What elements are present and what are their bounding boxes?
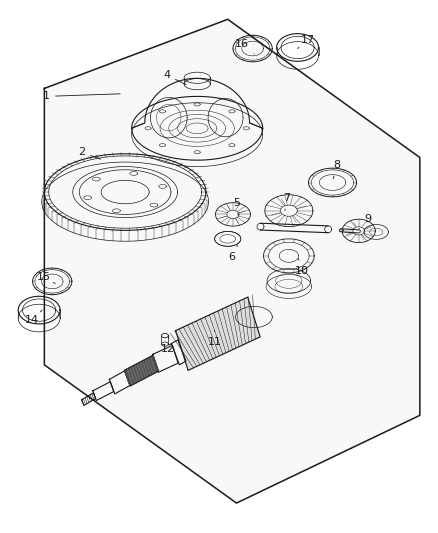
Text: 15: 15 bbox=[36, 272, 55, 284]
Text: 10: 10 bbox=[295, 259, 309, 276]
Text: 7: 7 bbox=[283, 193, 290, 211]
Text: 6: 6 bbox=[229, 245, 237, 262]
Polygon shape bbox=[124, 356, 159, 386]
Text: 14: 14 bbox=[25, 310, 42, 325]
Text: 5: 5 bbox=[233, 198, 240, 216]
Text: 11: 11 bbox=[208, 330, 222, 347]
Text: 1: 1 bbox=[43, 91, 120, 101]
Text: 17: 17 bbox=[297, 35, 314, 49]
Text: 12: 12 bbox=[160, 336, 174, 354]
Polygon shape bbox=[176, 297, 260, 370]
Text: 4: 4 bbox=[163, 70, 186, 85]
Text: 8: 8 bbox=[333, 160, 340, 179]
Text: 9: 9 bbox=[359, 214, 371, 229]
Text: 2: 2 bbox=[78, 147, 101, 159]
Polygon shape bbox=[44, 19, 420, 503]
Text: 16: 16 bbox=[235, 39, 254, 54]
